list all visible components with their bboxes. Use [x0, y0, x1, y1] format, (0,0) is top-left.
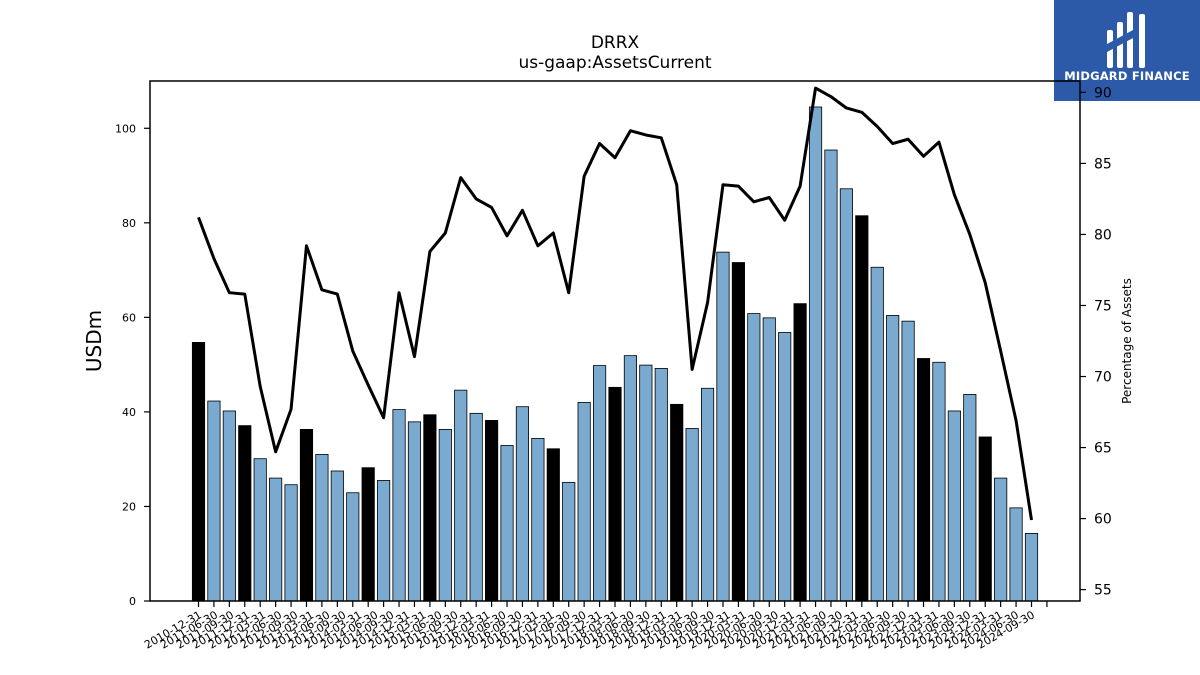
bar-2016-12-31 [562, 481, 576, 602]
bar-2019-12-31 [747, 313, 761, 602]
y2-axis-label: Percentage of Assets [1120, 278, 1134, 404]
bar-2018-09-30 [670, 403, 684, 602]
line-layer [197, 86, 1033, 521]
bar-2012-12-31 [315, 454, 329, 602]
bar-2016-03-31 [515, 406, 530, 602]
y-tick-label: 100 [115, 122, 136, 135]
bar-2013-12-31 [377, 480, 391, 602]
mf-logo-icon [1107, 12, 1145, 68]
chart-subtitle: us-gaap:AssetsCurrent [518, 53, 711, 73]
bar-2019-09-30 [731, 262, 745, 602]
bar-2021-06-30 [839, 188, 853, 602]
bars [191, 106, 1039, 602]
bar-2017-06-30 [593, 365, 607, 602]
bar-2019-03-31 [700, 387, 715, 602]
bar-2014-09-30 [423, 414, 437, 602]
bar-2014-12-31 [438, 428, 452, 602]
y-tick-label: 0 [129, 595, 136, 608]
logo-text: MIDGARD FINANCE [1064, 69, 1190, 83]
y2-axis: 55 60 65 70 75 80 85 90 [1080, 85, 1112, 599]
bar-2023-06-30 [963, 394, 977, 602]
bar-2013-03-31 [330, 470, 344, 602]
bar-2017-09-30 [608, 386, 622, 602]
bar-2021-03-31 [824, 149, 838, 602]
y-axis-label: USDm [82, 310, 106, 372]
bar-2022-12-31 [932, 361, 946, 602]
bar-2011-03-31 [207, 400, 221, 602]
bar-2012-06-30 [284, 484, 298, 602]
bar-2012-03-31 [269, 477, 283, 602]
x-axis: 2010-12-312011-06-302011-09-302011-12-31… [142, 601, 1048, 652]
y2-tick-label: 65 [1094, 441, 1112, 457]
bar-2012-09-30 [299, 428, 314, 602]
bar-2011-06-30 [222, 410, 236, 602]
bar-2015-09-30 [485, 420, 499, 602]
bar-2016-09-30 [546, 448, 560, 602]
bar-2015-03-31 [454, 389, 468, 602]
bar-2013-09-30 [361, 467, 375, 602]
bar-2020-09-30 [793, 303, 807, 602]
bar-2021-09-30 [855, 215, 869, 602]
bar-2020-12-31 [808, 106, 823, 602]
bar-2015-06-30 [469, 412, 483, 602]
y2-tick-label: 90 [1094, 85, 1112, 101]
bar-2018-06-30 [654, 368, 668, 602]
bar-2017-03-31 [577, 402, 591, 602]
bar-2018-03-31 [639, 364, 653, 602]
y2-tick-label: 55 [1094, 583, 1112, 599]
bar-2011-12-31 [253, 458, 267, 602]
bar-2014-06-30 [407, 421, 422, 602]
y2-tick-label: 75 [1094, 298, 1112, 314]
y2-tick-label: 85 [1094, 156, 1112, 172]
bar-2017-12-31 [623, 355, 638, 602]
bar-2018-12-31 [685, 428, 699, 602]
midgard-finance-logo: MIDGARD FINANCE [1054, 0, 1200, 101]
y2-tick-label: 70 [1094, 370, 1112, 386]
bar-2023-03-31 [947, 410, 961, 602]
bar-2016-06-30 [531, 437, 545, 602]
y-tick-label: 60 [122, 311, 136, 324]
bar-2023-09-30 [978, 436, 992, 602]
y-axis: 0 20 40 60 80 100 [115, 122, 150, 608]
bar-2011-09-30 [238, 425, 252, 602]
bar-2024-06-30 [1024, 533, 1039, 602]
series-line-percentage [197, 86, 1033, 521]
y-tick-label: 40 [122, 406, 136, 419]
bar-2019-06-30 [716, 251, 730, 602]
bar-2022-09-30 [916, 358, 931, 602]
bar-2024-03-31 [1009, 507, 1023, 602]
chart-title: DRRX [591, 33, 640, 53]
bar-2020-03-31 [762, 317, 776, 602]
bar-2023-12-31 [994, 477, 1008, 602]
bar-2014-03-31 [392, 409, 406, 602]
y2-tick-label: 60 [1094, 512, 1112, 528]
y-tick-label: 80 [122, 217, 136, 230]
bar-2010-12-31 [191, 342, 206, 602]
bar-2013-06-30 [346, 492, 360, 602]
bar-2022-06-30 [901, 320, 915, 602]
bar-2022-03-31 [886, 315, 900, 602]
y2-tick-label: 80 [1094, 227, 1112, 243]
bar-2021-12-31 [870, 266, 884, 602]
y-tick-label: 20 [122, 500, 136, 513]
bar-2020-06-30 [778, 332, 792, 602]
bar-2015-12-31 [500, 445, 514, 602]
